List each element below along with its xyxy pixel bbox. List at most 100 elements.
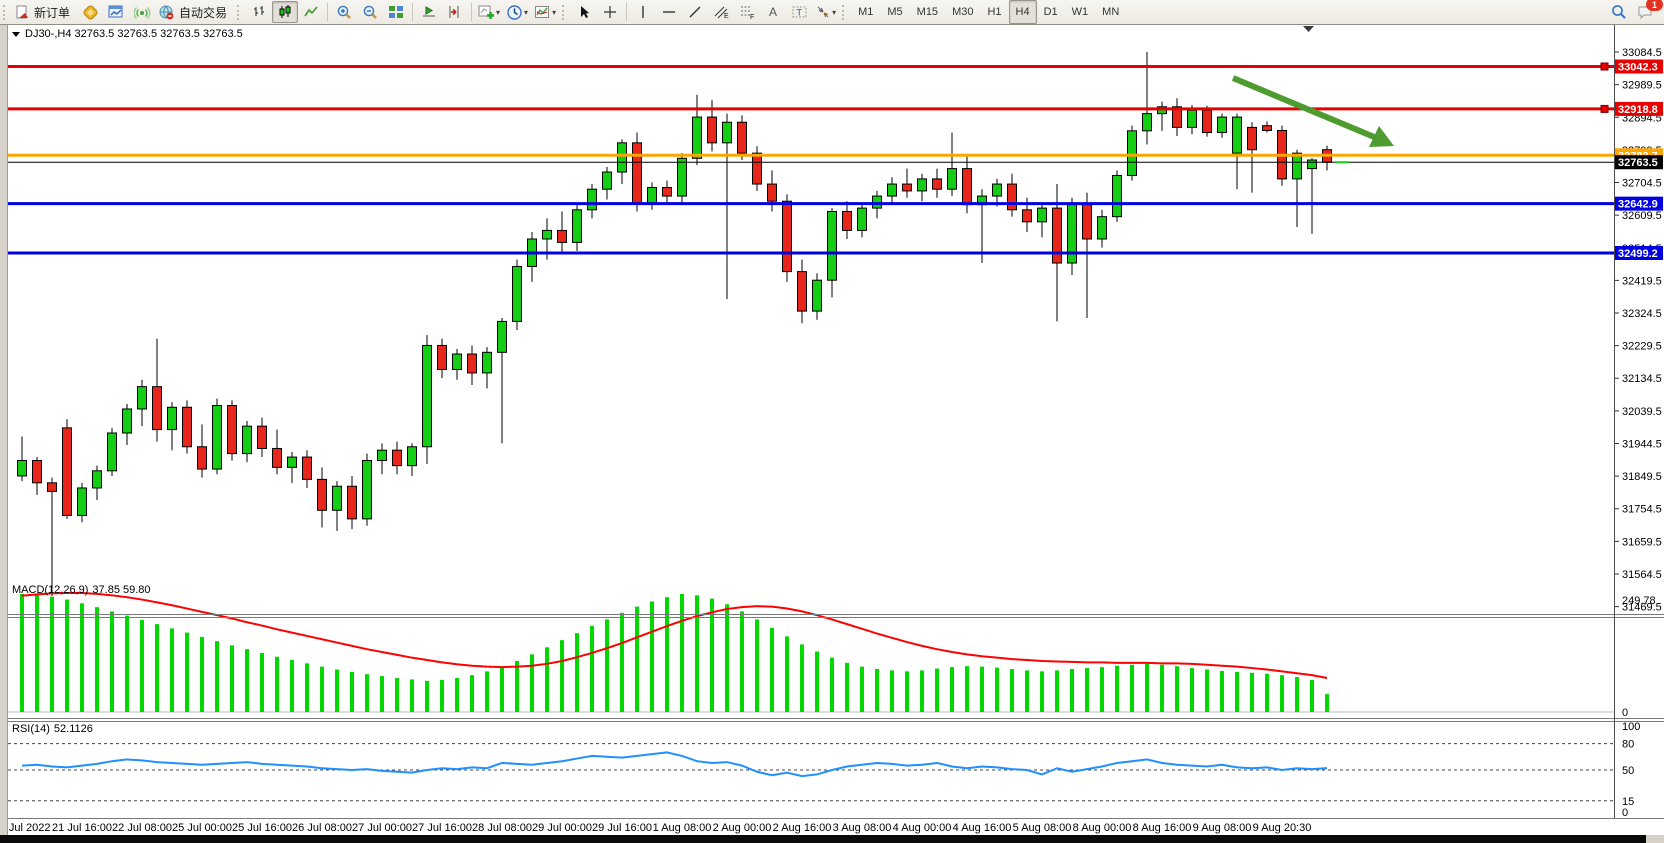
candle-body[interactable] — [167, 406, 177, 431]
periods-dropdown-arrow[interactable]: ▾ — [524, 7, 529, 17]
crosshair-button[interactable] — [597, 1, 623, 23]
candle-body[interactable] — [152, 386, 162, 431]
candle-body[interactable] — [1142, 113, 1152, 132]
candle-body[interactable] — [302, 456, 312, 480]
candle-body[interactable] — [197, 446, 207, 470]
zoom-in-button[interactable] — [331, 1, 357, 23]
periods-button[interactable]: ▾ — [503, 1, 531, 23]
rsi-panel[interactable]: 100 80 50 150 — [8, 721, 1640, 819]
fibonacci-button[interactable]: F — [734, 1, 760, 23]
candle-body[interactable] — [587, 188, 597, 211]
candle-body[interactable] — [947, 168, 957, 190]
candle-body[interactable] — [182, 406, 192, 448]
candle-body[interactable] — [1007, 183, 1017, 211]
candle-body[interactable] — [47, 482, 57, 492]
channel-button[interactable]: E — [708, 1, 734, 23]
candle-body[interactable] — [107, 432, 117, 472]
candle-body[interactable] — [1127, 130, 1137, 176]
candle-body[interactable] — [497, 320, 507, 353]
candle-body[interactable] — [1022, 209, 1032, 223]
timeframe-button-h1[interactable]: H1 — [987, 6, 1002, 18]
arrows-dropdown-arrow[interactable]: ▾ — [832, 7, 837, 17]
candle-body[interactable] — [482, 351, 492, 374]
candle-body[interactable] — [887, 183, 897, 197]
candle-body[interactable] — [1232, 116, 1242, 154]
candle-body[interactable] — [332, 485, 342, 511]
candle-body[interactable] — [92, 470, 102, 489]
candle-body[interactable] — [1172, 106, 1182, 128]
candle-body[interactable] — [212, 405, 222, 470]
candle-body[interactable] — [272, 447, 282, 468]
candlestick-chart-button[interactable] — [272, 1, 299, 23]
candle-body[interactable] — [617, 142, 627, 173]
chart-dropdown-icon[interactable] — [12, 31, 20, 37]
candle-body[interactable] — [137, 386, 147, 410]
candle-body[interactable] — [1037, 207, 1047, 223]
macd-panel[interactable]: 249.78 0 — [8, 591, 1656, 719]
candle-body[interactable] — [287, 456, 297, 468]
candle-body[interactable] — [347, 485, 357, 520]
indicators-button[interactable]: ▾ — [475, 1, 503, 23]
candle-body[interactable] — [857, 207, 867, 231]
trendline-button[interactable] — [682, 1, 708, 23]
text-label-button[interactable]: T — [786, 1, 812, 23]
tile-windows-button[interactable] — [383, 1, 409, 23]
candle-body[interactable] — [797, 271, 807, 312]
templates-dropdown-arrow[interactable]: ▾ — [552, 7, 557, 17]
level-line-handle[interactable] — [1600, 62, 1609, 71]
candle-body[interactable] — [1082, 204, 1092, 240]
candle-body[interactable] — [257, 425, 267, 449]
candle-body[interactable] — [812, 279, 822, 312]
candle-body[interactable] — [407, 446, 417, 467]
chart-shift-button[interactable] — [442, 1, 468, 23]
candle-body[interactable] — [677, 157, 687, 197]
candle-body[interactable] — [842, 211, 852, 231]
candle-body[interactable] — [242, 425, 252, 455]
candle-body[interactable] — [872, 195, 882, 209]
bar-chart-button[interactable] — [246, 1, 272, 23]
templates-button[interactable]: ▾ — [531, 1, 559, 23]
new-order-button[interactable]: 新订单 — [12, 1, 77, 23]
vertical-line-button[interactable] — [630, 1, 656, 23]
candle-body[interactable] — [437, 344, 447, 370]
timeframe-button-m1[interactable]: M1 — [858, 6, 874, 18]
price-axis[interactable]: 33084.532989.532894.532799.532704.532609… — [1614, 47, 1663, 614]
trend-arrow-head[interactable] — [1369, 126, 1394, 147]
candle-body[interactable] — [467, 353, 477, 374]
level-line-handle[interactable] — [1600, 104, 1609, 113]
search-button[interactable] — [1606, 1, 1632, 23]
candle-body[interactable] — [782, 200, 792, 273]
candle-body[interactable] — [1262, 125, 1272, 131]
cursor-button[interactable] — [571, 1, 597, 23]
candle-body[interactable] — [1217, 116, 1227, 134]
candle-body[interactable] — [1292, 152, 1302, 180]
candle-body[interactable] — [122, 408, 132, 434]
zoom-out-button[interactable] — [357, 1, 383, 23]
timeframe-button-h4[interactable]: H4 — [1008, 0, 1037, 24]
candle-body[interactable] — [1307, 159, 1317, 170]
candle-body[interactable] — [512, 265, 522, 322]
auto-trading-button[interactable]: 自动交易 — [155, 1, 234, 23]
candle-body[interactable] — [317, 478, 327, 511]
candle-body[interactable] — [62, 427, 72, 516]
chart-window-button[interactable] — [103, 1, 129, 23]
candle-body[interactable] — [1097, 216, 1107, 240]
candle-body[interactable] — [1187, 109, 1197, 128]
candle-body[interactable] — [572, 209, 582, 243]
main-price-panel[interactable] — [8, 26, 1614, 597]
candle-body[interactable] — [452, 353, 462, 370]
candle-body[interactable] — [932, 178, 942, 190]
candle-body[interactable] — [992, 183, 1002, 197]
signals-button[interactable] — [129, 1, 155, 23]
metaquotes-button[interactable] — [77, 1, 103, 23]
candle-body[interactable] — [662, 186, 672, 197]
candle-body[interactable] — [377, 449, 387, 461]
candle-body[interactable] — [422, 344, 432, 448]
candle-body[interactable] — [962, 168, 972, 206]
indicators-dropdown-arrow[interactable]: ▾ — [496, 7, 501, 17]
candle-body[interactable] — [632, 142, 642, 204]
candle-body[interactable] — [1052, 207, 1062, 264]
resize-grip[interactable] — [1646, 835, 1664, 843]
